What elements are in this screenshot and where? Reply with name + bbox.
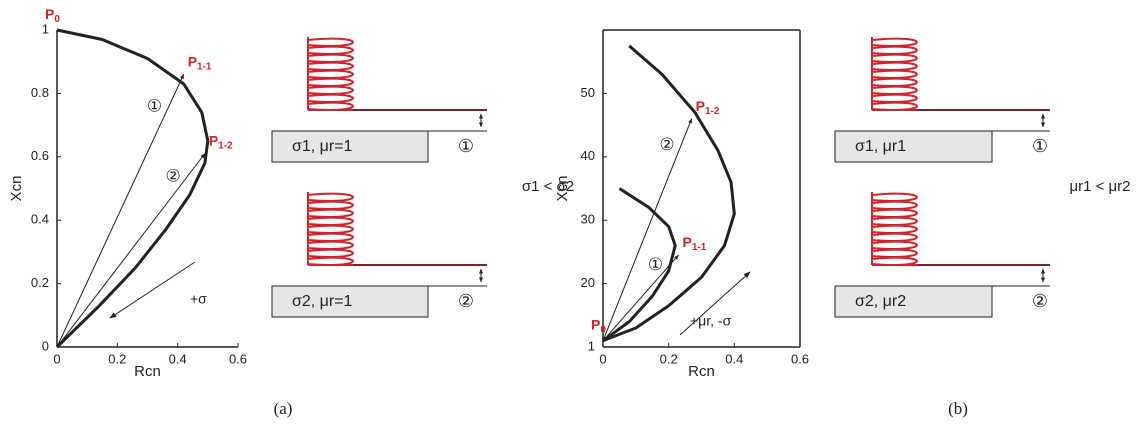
- point-label: P1-1: [683, 234, 707, 253]
- sample: [834, 130, 993, 163]
- point-sub: 1-2: [705, 105, 720, 116]
- x-tick-label: 0: [599, 351, 606, 366]
- caption: (a): [274, 399, 293, 418]
- y-tick-label: 0.2: [31, 275, 49, 290]
- point-sub: 0: [600, 324, 606, 335]
- case-number: ②: [458, 291, 474, 311]
- vector: [56, 153, 206, 348]
- caption: (b): [948, 399, 968, 418]
- vector-number: ①: [147, 97, 162, 116]
- y-tick-label: 0: [42, 338, 49, 353]
- sample: [271, 285, 429, 318]
- curve: [602, 44, 736, 343]
- x-tick-label: 0: [53, 351, 60, 366]
- curve: [55, 28, 210, 349]
- vector: [602, 118, 693, 341]
- point-letter: P: [683, 234, 692, 250]
- y-tick-label: 0.4: [31, 212, 49, 227]
- sample: [834, 285, 993, 318]
- vector-number: ②: [165, 166, 180, 185]
- x-tick-label: 0.6: [229, 351, 247, 366]
- point-sub: 1-1: [692, 242, 707, 253]
- sample-label: σ1, μr=1: [292, 138, 353, 155]
- sample: [271, 130, 429, 163]
- y-tick-label: 0.6: [31, 148, 49, 163]
- point-letter: P: [45, 6, 54, 22]
- y-tick-label: 1: [42, 21, 49, 36]
- y-tick-label: 1: [588, 338, 595, 353]
- point-letter: P: [591, 316, 600, 332]
- y-tick-label: 30: [581, 212, 595, 227]
- y-tick-label: 40: [581, 148, 595, 163]
- point-sub: 1-2: [218, 140, 233, 151]
- sample-label: σ2, μr2: [855, 293, 906, 310]
- x-tick-label: 0.4: [169, 351, 187, 366]
- relation: σ1 < σ2: [522, 178, 574, 195]
- point-letter: P: [188, 53, 197, 69]
- direction-label: +μr, -σ: [690, 313, 732, 329]
- coil: [871, 192, 1050, 266]
- y-axis-label: Xcn: [8, 176, 25, 202]
- x-tick-label: 0.4: [725, 351, 743, 366]
- point-label: P1-2: [209, 132, 233, 151]
- case-number: ②: [1032, 291, 1048, 311]
- case-number: ①: [458, 136, 474, 156]
- vector: [56, 73, 185, 348]
- direction-label: +σ: [190, 291, 207, 307]
- point-letter: P: [209, 132, 218, 148]
- coil: [307, 192, 487, 266]
- x-tick-label: 0.2: [108, 351, 126, 366]
- point-label: P1-1: [188, 53, 212, 72]
- x-tick-label: 0.2: [660, 351, 678, 366]
- point-label: P1-2: [696, 97, 720, 116]
- vector-number: ②: [659, 135, 674, 154]
- point-letter: P: [696, 97, 705, 113]
- sample-label: σ2, μr=1: [292, 293, 353, 310]
- coil: [871, 37, 1050, 111]
- relation: μr1 < μr2: [1069, 178, 1130, 195]
- vector: [602, 254, 679, 341]
- x-tick-label: 0.6: [791, 351, 809, 366]
- y-axis-label: Xcn: [554, 176, 571, 202]
- x-axis-label: Rcn: [688, 363, 715, 380]
- point-label: P0: [45, 6, 60, 25]
- x-axis-label: Rcn: [134, 363, 161, 380]
- curve: [602, 187, 677, 342]
- case-number: ①: [1032, 136, 1048, 156]
- y-tick-label: 0.8: [31, 85, 49, 100]
- direction-arrow: [109, 261, 196, 319]
- point-label: P0: [591, 316, 606, 335]
- direction-arrow: [679, 271, 751, 336]
- y-tick-label: 20: [581, 275, 595, 290]
- sample-label: σ1, μr1: [855, 138, 906, 155]
- vector-number: ①: [648, 255, 663, 274]
- point-sub: 1-1: [197, 61, 212, 72]
- point-sub: 0: [54, 14, 60, 25]
- y-tick-label: 50: [581, 85, 595, 100]
- coil: [307, 37, 487, 111]
